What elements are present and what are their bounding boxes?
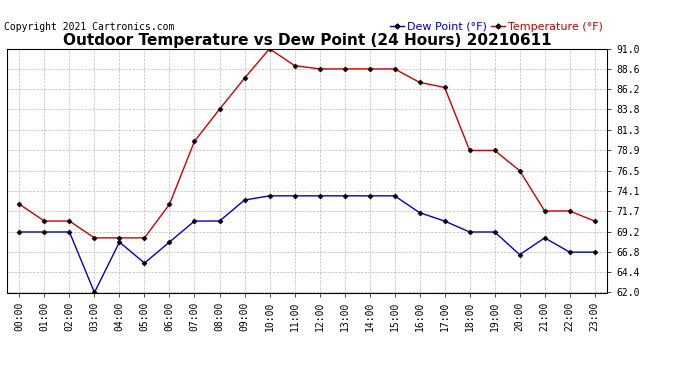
Text: Copyright 2021 Cartronics.com: Copyright 2021 Cartronics.com (4, 22, 175, 32)
Title: Outdoor Temperature vs Dew Point (24 Hours) 20210611: Outdoor Temperature vs Dew Point (24 Hou… (63, 33, 551, 48)
Legend: Dew Point (°F), Temperature (°F): Dew Point (°F), Temperature (°F) (386, 17, 607, 36)
